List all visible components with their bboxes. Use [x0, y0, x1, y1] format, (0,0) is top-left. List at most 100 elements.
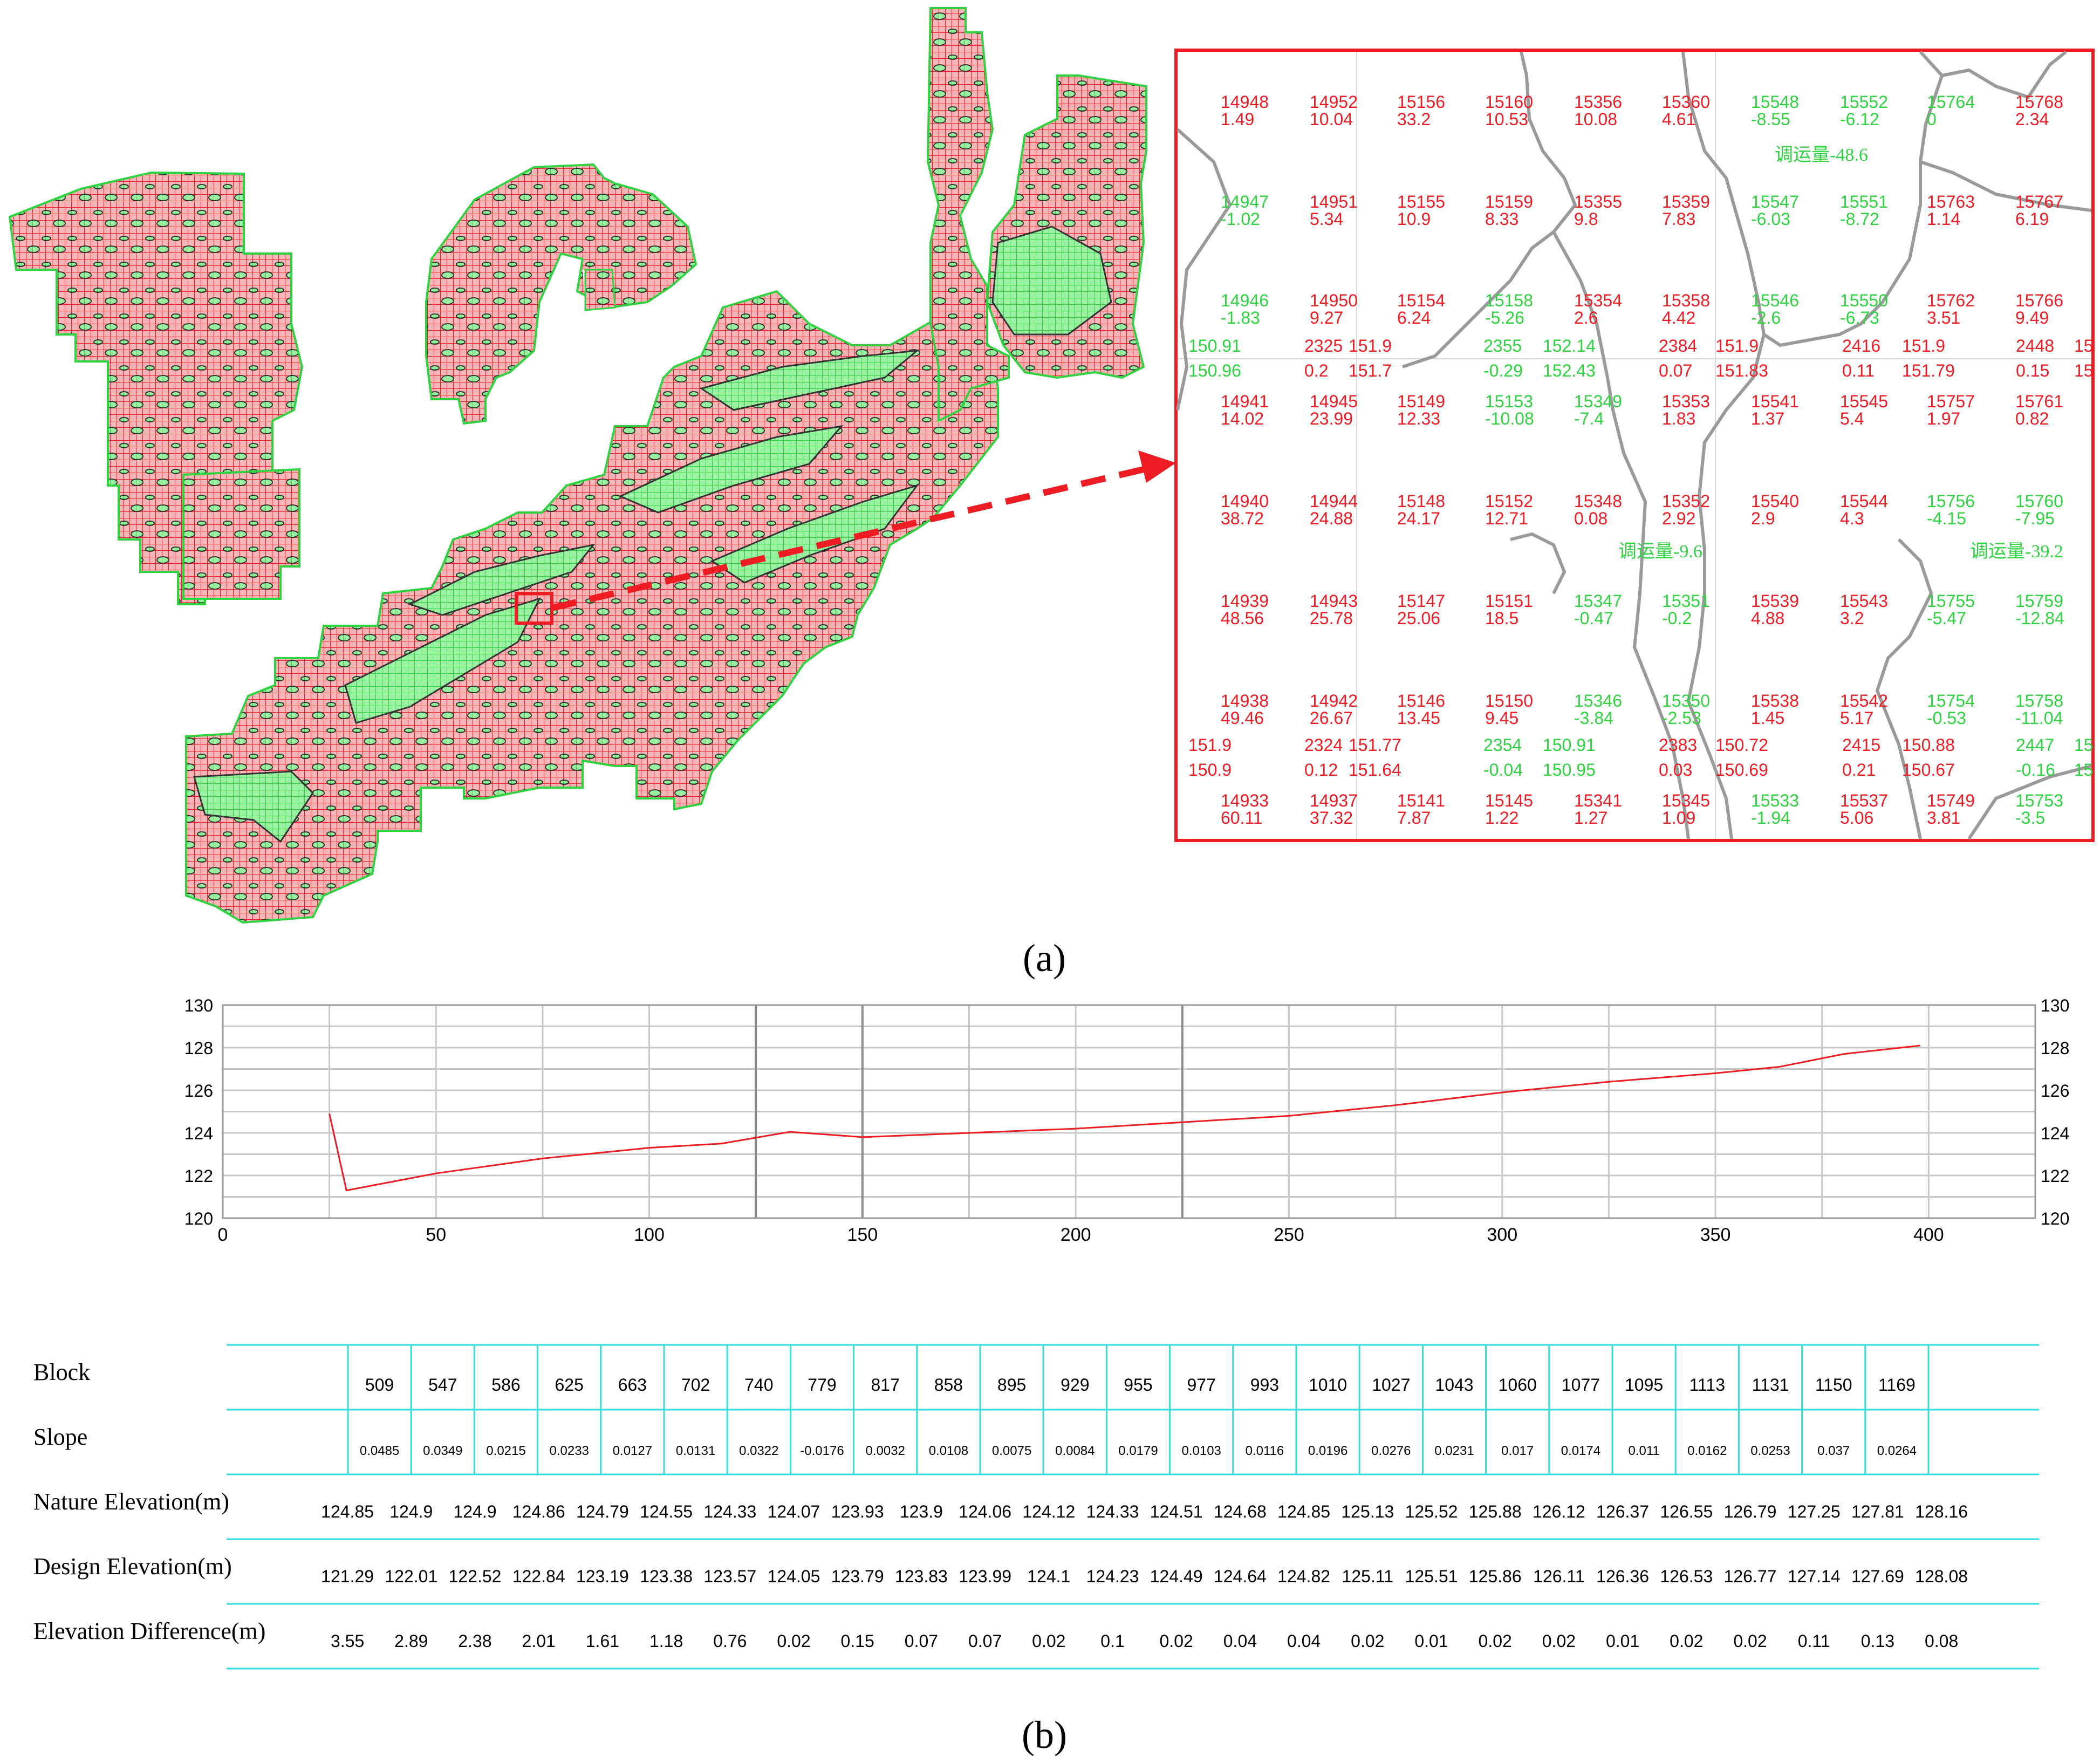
design-elevation-cell: 124.82: [1277, 1567, 1330, 1586]
design-elevation-cell: 128.08: [1915, 1567, 1968, 1586]
cell-id: 14951: [1310, 192, 1358, 211]
elevation-difference-cell: 0.76: [713, 1631, 747, 1651]
cell-value: -1.94: [1751, 808, 1790, 828]
x-tick-label: 150: [847, 1225, 878, 1245]
nature-elevation-cell: 126.12: [1533, 1502, 1585, 1521]
cell-id: 14942: [1310, 691, 1358, 710]
design-elevation-cell: 126.36: [1596, 1567, 1649, 1586]
chart-y-axis-right: 120 122 124 126 128 130: [2041, 996, 2069, 1228]
nature-elevation-cell: 127.81: [1851, 1502, 1904, 1521]
cell-value: 4.61: [1662, 110, 1695, 129]
node-value: 150.91: [1188, 336, 1241, 356]
cell-value: -4.15: [1927, 509, 1966, 528]
slope-cell: 0.0233: [549, 1444, 589, 1458]
node-value: 2355: [1483, 336, 1522, 356]
chart-x-axis: 0 50 100 150 200 250 300 350 400: [218, 1225, 1944, 1245]
zoom-callout-arrow: [551, 466, 1145, 611]
terrain-green-band-2: [618, 425, 844, 514]
zoom-grid-lines: [1178, 52, 2091, 839]
nature-elevation-cell: 126.37: [1596, 1502, 1649, 1521]
cell-value: 25.78: [1310, 609, 1353, 628]
cell-value: -1.83: [1221, 308, 1260, 327]
elevation-difference-cell: 0.02: [1733, 1631, 1767, 1651]
x-tick-label: 200: [1061, 1225, 1091, 1245]
node-value: 151.9: [1188, 735, 1232, 755]
nature-elevation-cell: 123.93: [831, 1502, 884, 1521]
design-elevation-cell: 127.14: [1788, 1567, 1841, 1586]
cell-value: 0.82: [2015, 409, 2049, 428]
block-cell: 1060: [1499, 1375, 1537, 1395]
node-value: 152.43: [1543, 361, 1596, 380]
nature-elevation-cell: 124.9: [453, 1502, 496, 1521]
block-cell: 1131: [1752, 1375, 1789, 1395]
elevation-difference-cell: 0.02: [1351, 1631, 1384, 1651]
design-elevation-cell: 124.49: [1150, 1567, 1203, 1586]
node-value: 0.07: [1659, 361, 1692, 380]
zoom-contour-lines: [1176, 50, 2092, 840]
slope-cell: 0.0349: [423, 1444, 462, 1458]
cell-id: 15355: [1574, 192, 1622, 211]
terrain-overview-map: [8, 7, 1176, 924]
cell-value: 5.06: [1840, 808, 1873, 828]
block-cell: 929: [1061, 1375, 1089, 1395]
block-cell: 625: [555, 1375, 584, 1395]
cell-value: 49.46: [1221, 708, 1264, 728]
cell-id: 15546: [1751, 291, 1799, 310]
x-tick-label: 100: [634, 1225, 665, 1245]
terrain-green-band-1: [408, 543, 596, 616]
node-value: 0.12: [1304, 760, 1338, 780]
design-elevation-cell: 124.23: [1086, 1567, 1139, 1586]
cell-id: 15551: [1840, 192, 1888, 211]
cell-id: 15762: [1927, 291, 1975, 310]
panel-a-label: (a): [1023, 937, 1066, 980]
cell-value: 2.9: [1751, 509, 1775, 528]
cell-value: -5.26: [1485, 308, 1524, 327]
design-elevation-cell: 125.86: [1469, 1567, 1522, 1586]
cell-value: 1.49: [1221, 110, 1254, 129]
cell-value: 37.32: [1310, 808, 1353, 828]
cell-value: 10.04: [1310, 110, 1353, 129]
cell-value: -1.02: [1221, 209, 1260, 229]
cell-id: 15152: [1485, 491, 1533, 511]
elevation-difference-cell: 0.02: [1479, 1631, 1512, 1651]
cell-id: 15158: [1485, 291, 1533, 310]
cell-id: 15754: [1927, 691, 1975, 710]
cell-id: 15544: [1840, 491, 1888, 511]
cell-id: 15768: [2015, 92, 2063, 112]
cell-value: 1.37: [1751, 409, 1784, 428]
slope-cell: 0.0215: [486, 1444, 525, 1458]
block-cell: 895: [997, 1375, 1026, 1395]
cell-value: 2.34: [2015, 110, 2049, 129]
block-cell: 1077: [1562, 1375, 1600, 1395]
elevation-profile-line: [329, 1044, 1920, 1192]
design-elevation-cell: 122.52: [449, 1567, 502, 1586]
elevation-difference-cell: 0.02: [1032, 1631, 1065, 1651]
node-value: 150.96: [1188, 361, 1241, 380]
cell-value: -2.53: [1662, 708, 1701, 728]
cell-value: 18.5: [1485, 609, 1518, 628]
slope-cell: 0.0116: [1246, 1444, 1284, 1458]
y-tick-label: 128: [2041, 1038, 2069, 1058]
cell-id: 15145: [1485, 791, 1533, 810]
slope-cell: 0.011: [1628, 1444, 1659, 1458]
node-value: 2415: [1842, 735, 1880, 755]
nature-elevation-cell: 124.51: [1150, 1502, 1203, 1521]
cell-id: 15341: [1574, 791, 1622, 810]
cell-id: 15149: [1397, 392, 1445, 411]
cell-value: -8.72: [1840, 209, 1879, 229]
design-elevation-cell: 123.57: [703, 1567, 756, 1586]
node-value: 15: [2074, 336, 2094, 356]
cell-value: 9.8: [1574, 209, 1598, 229]
node-value: 2448: [2016, 336, 2054, 356]
nature-elevation-cell: 128.16: [1915, 1502, 1968, 1521]
cell-id: 15156: [1397, 92, 1445, 112]
elevation-difference-cell: 2.89: [394, 1631, 428, 1651]
node-value: -0.04: [1483, 760, 1523, 780]
block-cell: 1043: [1435, 1375, 1473, 1395]
cell-value: 6.19: [2015, 209, 2049, 229]
cell-value: -7.4: [1574, 409, 1604, 428]
cell-id: 15758: [2015, 691, 2063, 710]
block-cell: 1010: [1309, 1375, 1347, 1395]
cell-id: 15359: [1662, 192, 1710, 211]
